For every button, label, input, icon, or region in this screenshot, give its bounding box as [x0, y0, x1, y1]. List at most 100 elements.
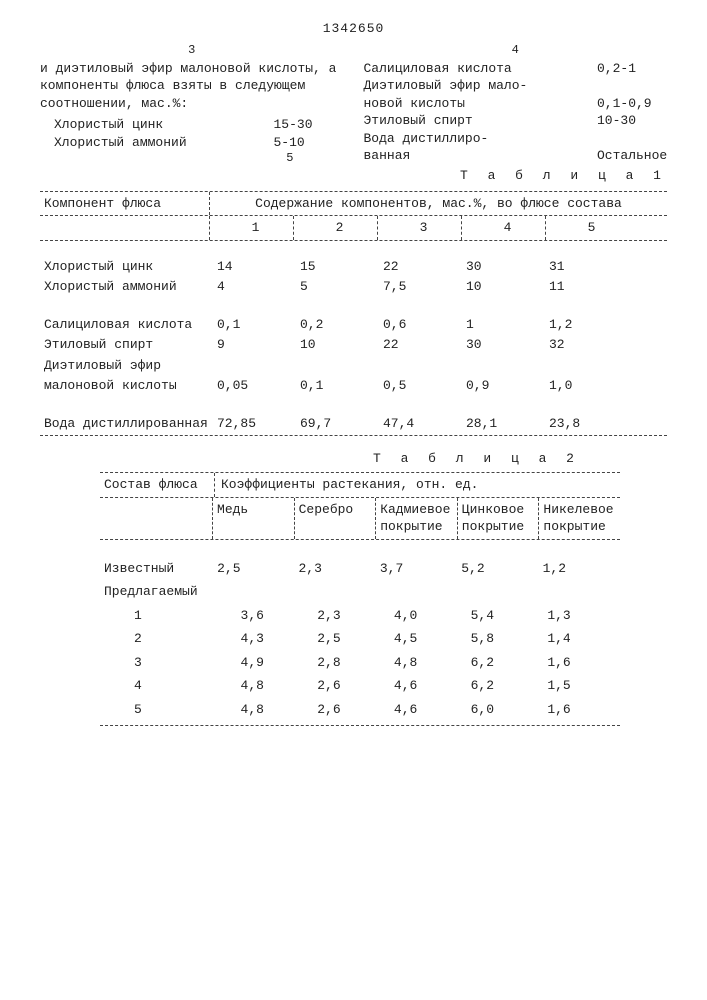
table2-cell: 2,8 [313, 654, 390, 672]
table2-row-label: Известный [100, 560, 213, 578]
table1-cell: 1,2 [541, 316, 624, 334]
table1-cell: 0,9 [458, 377, 541, 395]
right-item-1-label: Диэтиловый эфир мало- [364, 77, 598, 95]
table1-row-label: Салициловая кислота [40, 316, 209, 334]
right-item-1-value [597, 77, 667, 95]
table2-subheader: Медь Серебро Кадмиевое покрытие Цинковое… [100, 497, 620, 539]
table2-cell: 2,5 [313, 630, 390, 648]
table1-row-label: Хлористый аммоний [40, 278, 209, 296]
table2-col-2: Серебро [294, 498, 376, 539]
table1-cell: 15 [292, 258, 375, 276]
table1-cell [292, 357, 375, 375]
table-row: 54,82,64,66,01,6 [100, 701, 620, 719]
table1-cell: 0,05 [209, 377, 292, 395]
right-item-4: Вода дистиллиро- [364, 130, 668, 148]
table-row: Диэтиловый эфир [40, 357, 667, 375]
table-row: 24,32,54,55,81,4 [100, 630, 620, 648]
table-row: малоновой кислоты0,050,10,50,91,0 [40, 377, 667, 395]
right-item-3-label: Этиловый спирт [364, 112, 598, 130]
table2-cell: 4,6 [390, 701, 467, 719]
table2-cell [457, 583, 538, 601]
table-2: Т а б л и ц а 2 Состав флюса Коэффициент… [100, 450, 620, 725]
table2-cell: 2,3 [295, 560, 376, 578]
table1-cell: 4 [209, 278, 292, 296]
table2-cell: 4,3 [237, 630, 314, 648]
table1-cell: 28,1 [458, 415, 541, 433]
table2-cell: 1,3 [543, 607, 620, 625]
table1-cell: 11 [541, 278, 624, 296]
left-item-0: Хлористый цинк 15-30 [40, 116, 344, 134]
table1-cell: 0,1 [292, 377, 375, 395]
table1-cell: 47,4 [375, 415, 458, 433]
table2-cell [213, 583, 294, 601]
two-column-text: 3 и диэтиловый эфир малоновой кислоты, а… [40, 42, 667, 185]
table1-col-2: 2 [293, 216, 377, 240]
table1-col-5: 5 [545, 216, 629, 240]
table2-cell: 6,2 [467, 654, 544, 672]
right-item-2-label: новой кислоты [364, 95, 598, 113]
table2-cell: 6,0 [467, 701, 544, 719]
table2-header-left: Состав флюса [100, 473, 214, 497]
right-column: 4 Салициловая кислота0,2-1 Диэтиловый эф… [364, 42, 668, 185]
table2-row-label: 5 [100, 701, 237, 719]
table-row: 44,82,64,66,21,5 [100, 677, 620, 695]
table-row: Хлористый аммоний457,51011 [40, 278, 667, 296]
right-item-5-label: ванная [364, 147, 598, 165]
table2-body: Известный2,52,33,75,21,2Предлагаемый13,6… [100, 540, 620, 719]
table2-cell: 4,0 [390, 607, 467, 625]
right-item-2-value: 0,1-0,9 [597, 95, 667, 113]
left-item-0-label: Хлористый цинк [54, 116, 274, 134]
table1-cell: 7,5 [375, 278, 458, 296]
table1-col-4: 4 [461, 216, 545, 240]
right-item-0-label: Салициловая кислота [364, 60, 598, 78]
table1-cell: 22 [375, 258, 458, 276]
right-item-3-value: 10-30 [597, 112, 667, 130]
table1-cell: 30 [458, 258, 541, 276]
table1-subheader: 1 2 3 4 5 [40, 215, 667, 240]
left-item-1-value: 5-10 [274, 134, 344, 152]
table2-header-row: Состав флюса Коэффициенты растекания, от… [100, 473, 620, 497]
table2-row-label: 4 [100, 677, 237, 695]
table2-header-right: Коэффициенты растекания, отн. ед. [214, 473, 620, 497]
col-num-right: 4 [364, 42, 668, 58]
col-num-left: 3 [40, 42, 344, 58]
table1-cell: 0,1 [209, 316, 292, 334]
table1-cell: 69,7 [292, 415, 375, 433]
table1-cell: 1 [458, 316, 541, 334]
table2-cell: 5,4 [467, 607, 544, 625]
table1-body: Хлористый цинк 1 415223031 Хлористый аммони… [40, 241, 667, 433]
table-row: Известный2,52,33,75,21,2 [100, 560, 620, 578]
table2-cell: 3,6 [237, 607, 314, 625]
table1-cell: 31 [541, 258, 624, 276]
table2-cell: 4,8 [237, 701, 314, 719]
table-row: Этиловый спирт910223032 [40, 336, 667, 354]
table1-row-label: Этиловый спирт [40, 336, 209, 354]
right-item-5-value: Остальное [597, 147, 667, 165]
table2-cell: 2,6 [313, 677, 390, 695]
right-item-0: Салициловая кислота0,2-1 [364, 60, 668, 78]
table2-cell [376, 583, 457, 601]
table2-cell: 1,5 [543, 677, 620, 695]
table2-row-label: 3 [100, 654, 237, 672]
table1-cell: 32 [541, 336, 624, 354]
table1-cell: 0,5 [375, 377, 458, 395]
table1-cell: 1,0 [541, 377, 624, 395]
document-number: 1342650 [40, 20, 667, 38]
table1-cell: 10 [458, 278, 541, 296]
table2-cell: 2,5 [213, 560, 294, 578]
table2-cell: 1,2 [539, 560, 620, 578]
table2-title: Т а б л и ц а 2 [100, 450, 620, 468]
table2-col-5: Никелевое покрытие [538, 498, 620, 539]
table1-cell: 0,2 [292, 316, 375, 334]
table1-cell [209, 357, 292, 375]
table2-cell: 4,6 [390, 677, 467, 695]
table2-cell: 4,8 [390, 654, 467, 672]
table1-row-label: малоновой кислоты [40, 377, 209, 395]
table2-cell: 4,5 [390, 630, 467, 648]
table1-header-right: Содержание компонентов, мас.%, во флюсе … [209, 192, 667, 216]
right-item-4-value [597, 130, 667, 148]
table1-row-label: Хлористый цинк [40, 258, 209, 276]
table1-header-left: Компонент флюса [40, 192, 209, 216]
table-row: 13,62,34,05,41,3 [100, 607, 620, 625]
table2-row-label: 2 [100, 630, 237, 648]
